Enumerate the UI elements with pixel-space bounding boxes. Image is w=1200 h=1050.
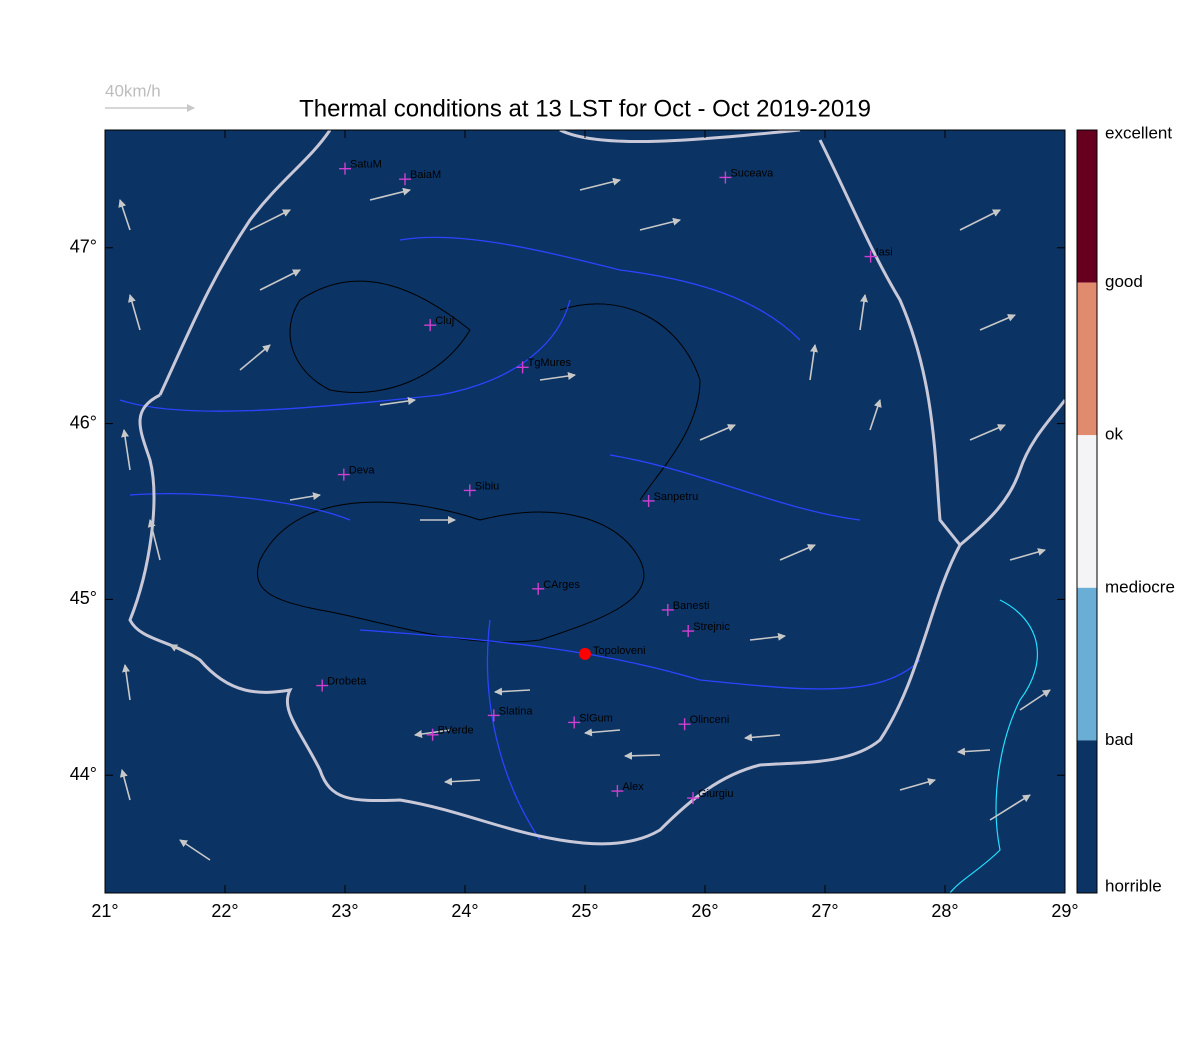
x-tick-label: 27° — [811, 901, 838, 921]
y-tick-label: 47° — [70, 237, 97, 257]
colorbar-frame — [1076, 129, 1098, 894]
x-tick-label: 26° — [691, 901, 718, 921]
colorbar-label: horrible — [1105, 876, 1162, 895]
city-marker — [568, 716, 581, 729]
colorbar-band — [1077, 282, 1097, 436]
city-label: Slatina — [499, 705, 534, 717]
colorbar-band — [1077, 130, 1097, 283]
colorbar-band — [1077, 587, 1097, 741]
city-marker — [682, 625, 695, 638]
x-tick-label: 23° — [331, 901, 358, 921]
city-label: Giurgiu — [698, 788, 733, 800]
city-marker — [487, 709, 500, 722]
city-marker — [339, 162, 351, 175]
city-label: BVerde — [438, 725, 474, 737]
map-area — [105, 130, 1065, 893]
city-marker — [661, 603, 674, 616]
site-marker — [579, 647, 591, 660]
city-marker — [642, 494, 655, 507]
city-marker — [678, 718, 691, 731]
colorbar-label: good — [1105, 272, 1143, 291]
wind-legend-label: 40km/h — [105, 81, 161, 100]
y-tick-label: 46° — [70, 412, 97, 432]
colorbar-label: bad — [1105, 730, 1133, 749]
city-label: SlGum — [579, 712, 613, 724]
x-tick-label: 24° — [451, 901, 478, 921]
city-label: Sibiu — [475, 480, 499, 492]
x-tick-label: 29° — [1051, 901, 1078, 921]
city-marker — [337, 468, 350, 481]
city-marker — [611, 785, 624, 798]
colorbar-band — [1077, 740, 1097, 893]
city-label: TgMures — [528, 357, 572, 369]
colorbar-band — [1077, 435, 1097, 588]
city-marker — [532, 582, 545, 595]
city-marker — [864, 250, 877, 263]
city-label: Strejnic — [693, 621, 730, 633]
city-label: Iasi — [876, 246, 893, 258]
city-marker — [687, 792, 699, 805]
x-tick-label: 22° — [211, 901, 238, 921]
city-label: Sanpetru — [654, 491, 699, 503]
wind-arrows — [118, 177, 1051, 861]
city-label: Olinceni — [690, 714, 730, 726]
city-label: BaiaM — [410, 169, 441, 181]
colorbar-label: ok — [1105, 425, 1123, 444]
city-label: Suceava — [730, 167, 774, 179]
site-label: Topoloveni — [593, 645, 646, 657]
city-label: SatuM — [350, 159, 382, 171]
city-marker — [316, 679, 329, 692]
city-label: Drobeta — [327, 675, 367, 687]
country-border — [128, 130, 962, 846]
title: Thermal conditions at 13 LST for Oct - O… — [299, 95, 871, 122]
city-marker — [426, 728, 439, 741]
map-layers — [118, 130, 1065, 893]
coastline — [949, 599, 1038, 893]
city-label: Banesti — [673, 600, 710, 612]
x-tick-label: 28° — [931, 901, 958, 921]
colorbar-label: excellent — [1105, 123, 1172, 142]
city-label: Cluj — [435, 315, 454, 327]
colorbar-label: mediocre — [1105, 577, 1175, 596]
city-marker — [516, 361, 529, 374]
city-label: Alex — [622, 781, 644, 793]
country-border — [959, 399, 1065, 547]
city-marker — [463, 484, 476, 497]
city-label: Deva — [349, 464, 376, 476]
y-tick-label: 44° — [70, 764, 97, 784]
rivers — [119, 236, 921, 841]
x-tick-label: 25° — [571, 901, 598, 921]
city-marker — [719, 171, 732, 184]
city-label: CArges — [543, 579, 580, 591]
x-tick-label: 21° — [91, 901, 118, 921]
y-tick-label: 45° — [70, 588, 97, 608]
city-marker — [424, 319, 437, 332]
city-marker — [399, 173, 411, 186]
